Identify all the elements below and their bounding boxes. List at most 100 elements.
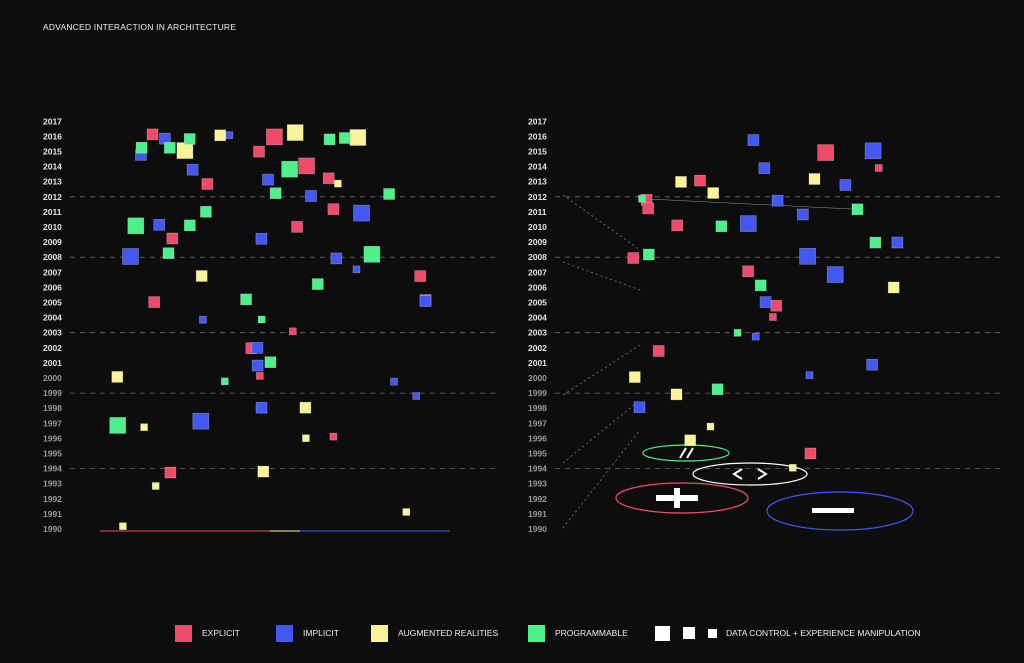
year-label: 2000 bbox=[43, 373, 62, 383]
year-label: 2010 bbox=[43, 222, 62, 232]
fan-line bbox=[562, 429, 641, 529]
legend-explicit: EXPLICIT bbox=[175, 624, 240, 642]
year-label: 2009 bbox=[528, 237, 547, 247]
minus-symbol bbox=[812, 508, 854, 513]
year-label: 2009 bbox=[43, 237, 62, 247]
year-label: 1997 bbox=[43, 418, 62, 428]
fan-line bbox=[562, 194, 641, 251]
year-label: 1995 bbox=[43, 449, 62, 459]
slashes-symbol bbox=[679, 447, 694, 459]
year-label: 1997 bbox=[528, 418, 547, 428]
point-augmented-2015 bbox=[176, 142, 194, 159]
year-label: 2013 bbox=[43, 177, 62, 187]
legend-label-programmable: PROGRAMMABLE bbox=[555, 628, 628, 638]
point-implicit-2011 bbox=[796, 208, 809, 221]
year-label: 2000 bbox=[528, 373, 547, 383]
point-programmable-2008 bbox=[162, 247, 175, 259]
year-tick-labels: 1990 1991 1992 1993 1994 1995 1996 1997 1998 1999… bbox=[43, 116, 547, 534]
year-label: 1998 bbox=[528, 403, 547, 413]
point-implicit-2002 bbox=[251, 341, 264, 354]
connector-line bbox=[641, 198, 858, 210]
cluster-rings bbox=[615, 444, 914, 531]
point-augmented-2013 bbox=[675, 176, 687, 188]
point-explicit-2016 bbox=[266, 128, 283, 146]
point-programmable-2009 bbox=[869, 236, 882, 249]
point-explicit-2015 bbox=[817, 144, 835, 161]
legend-label-implicit: IMPLICIT bbox=[303, 628, 339, 638]
point-explicit-2010 bbox=[291, 221, 303, 233]
point-implicit-2003 bbox=[751, 332, 760, 341]
year-label: 2002 bbox=[43, 343, 62, 353]
year-label: 2014 bbox=[43, 162, 62, 172]
year-label: 2015 bbox=[528, 147, 547, 157]
ring-programmable bbox=[642, 444, 730, 462]
point-augmented-1997 bbox=[140, 423, 148, 432]
year-label: 2017 bbox=[43, 116, 62, 126]
point-augmented-1999 bbox=[670, 388, 683, 401]
point-augmented-2012 bbox=[707, 187, 720, 199]
legend-swatch-large bbox=[655, 625, 670, 641]
year-label: 2007 bbox=[43, 267, 62, 277]
point-implicit-2016 bbox=[225, 131, 234, 139]
year-label: 2011 bbox=[43, 207, 62, 217]
point-implicit-2016 bbox=[747, 134, 760, 146]
data-marks bbox=[109, 124, 904, 531]
point-explicit-2008 bbox=[627, 252, 640, 264]
point-implicit-2001 bbox=[866, 358, 878, 371]
point-augmented-2016 bbox=[349, 129, 367, 146]
year-label: 2007 bbox=[528, 267, 547, 277]
point-explicit-2014 bbox=[298, 157, 315, 175]
point-augmented-2016 bbox=[286, 124, 304, 141]
point-implicit-1997 bbox=[192, 412, 210, 430]
fan-line bbox=[562, 344, 641, 396]
legend-swatch-explicit bbox=[175, 624, 192, 642]
year-label: 2005 bbox=[43, 298, 62, 308]
point-programmable-2008 bbox=[642, 248, 655, 261]
point-implicit-2015 bbox=[864, 142, 882, 160]
point-programmable-2012 bbox=[269, 187, 282, 199]
year-label: 1990 bbox=[528, 524, 547, 534]
point-augmented-2013 bbox=[334, 179, 342, 188]
year-label: 2016 bbox=[43, 131, 62, 141]
point-programmable-2014 bbox=[281, 160, 298, 178]
point-augmented-1991 bbox=[402, 508, 411, 516]
point-implicit-2000 bbox=[805, 371, 814, 380]
point-implicit-2011 bbox=[353, 204, 370, 222]
connector-lines bbox=[562, 194, 858, 529]
legend-implicit: IMPLICIT bbox=[276, 624, 339, 642]
point-explicit-2015 bbox=[253, 145, 265, 158]
legend-label-augmented: AUGMENTED REALITIES bbox=[398, 628, 499, 638]
point-programmable-2016 bbox=[338, 132, 351, 144]
year-label: 2013 bbox=[528, 177, 547, 187]
fan-line bbox=[562, 399, 641, 464]
point-augmented-2000 bbox=[111, 371, 124, 383]
legend-swatch-small bbox=[708, 628, 717, 638]
ring-implicit bbox=[766, 491, 914, 531]
point-explicit-1995 bbox=[804, 447, 817, 460]
point-augmented-1996 bbox=[302, 434, 310, 443]
point-explicit-2000 bbox=[255, 372, 264, 380]
point-explicit-2014 bbox=[874, 164, 883, 172]
point-augmented-1996 bbox=[684, 434, 697, 447]
ring-augmented bbox=[692, 462, 808, 486]
year-label: 1992 bbox=[528, 494, 547, 504]
legend-data-control: DATA CONTROL + EXPERIENCE MANIPULATION bbox=[655, 624, 921, 642]
year-label: 2003 bbox=[43, 328, 62, 338]
point-explicit-2003 bbox=[288, 327, 297, 336]
legend-programmable: PROGRAMMABLE bbox=[528, 624, 628, 642]
point-implicit-2009 bbox=[255, 233, 268, 245]
point-implicit-2007 bbox=[352, 265, 361, 274]
point-explicit-2007 bbox=[742, 265, 754, 278]
legend-swatch-implicit bbox=[276, 624, 293, 642]
point-explicit-2016 bbox=[146, 128, 159, 141]
point-programmable-2006 bbox=[311, 278, 324, 290]
year-label: 1996 bbox=[43, 433, 62, 443]
year-label: 1990 bbox=[43, 524, 62, 534]
point-explicit-2002 bbox=[652, 345, 665, 357]
year-label: 1998 bbox=[43, 403, 62, 413]
point-implicit-1998 bbox=[633, 401, 646, 414]
point-implicit-2005 bbox=[419, 295, 432, 307]
point-programmable-2016 bbox=[183, 133, 196, 145]
legend-label-data-control: DATA CONTROL + EXPERIENCE MANIPULATION bbox=[726, 628, 921, 638]
point-explicit-2011 bbox=[327, 203, 340, 215]
